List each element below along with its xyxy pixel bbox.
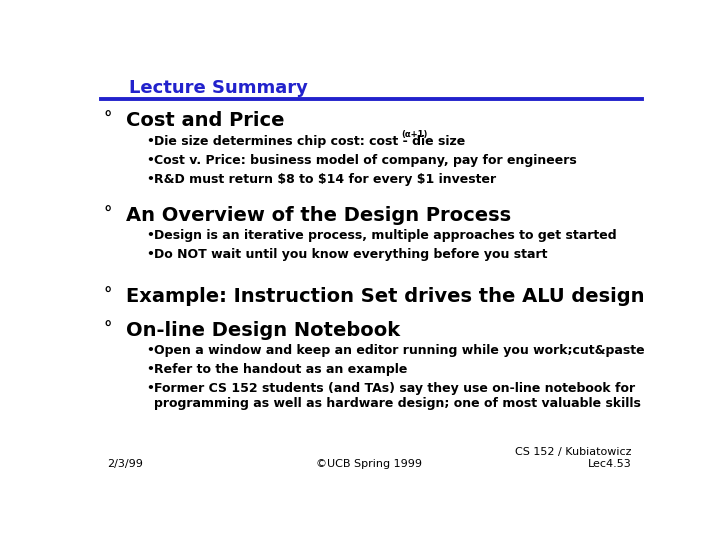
Text: Do NOT wait until you know everything before you start: Do NOT wait until you know everything be… — [154, 248, 548, 261]
Text: •: • — [145, 154, 153, 167]
Text: On-line Design Notebook: On-line Design Notebook — [126, 321, 400, 340]
Text: Open a window and keep an editor running while you work;cut&paste: Open a window and keep an editor running… — [154, 344, 645, 357]
Text: •: • — [145, 173, 153, 186]
Text: °: ° — [104, 287, 112, 305]
Text: •: • — [145, 382, 153, 395]
Text: Design is an iterative process, multiple approaches to get started: Design is an iterative process, multiple… — [154, 229, 617, 242]
Text: CS 152 / Kubiatowicz
Lec4.53: CS 152 / Kubiatowicz Lec4.53 — [515, 447, 631, 469]
Text: •: • — [145, 248, 153, 261]
Text: Cost v. Price: business model of company, pay for engineers: Cost v. Price: business model of company… — [154, 154, 577, 167]
Text: Die size determines chip cost: cost - die size: Die size determines chip cost: cost - di… — [154, 136, 465, 148]
Text: Cost and Price: Cost and Price — [126, 111, 285, 130]
Text: •: • — [145, 344, 153, 357]
Text: An Overview of the Design Process: An Overview of the Design Process — [126, 206, 511, 225]
Text: °: ° — [104, 111, 112, 129]
Text: °: ° — [104, 206, 112, 224]
Text: •: • — [145, 136, 153, 148]
Text: Former CS 152 students (and TAs) say they use on-line notebook for
programming a: Former CS 152 students (and TAs) say the… — [154, 382, 641, 410]
Text: °: ° — [104, 321, 112, 339]
Text: 2/3/99: 2/3/99 — [107, 459, 143, 469]
Text: R&D must return $8 to $14 for every $1 invester: R&D must return $8 to $14 for every $1 i… — [154, 173, 496, 186]
Text: ©UCB Spring 1999: ©UCB Spring 1999 — [316, 459, 422, 469]
Text: Refer to the handout as an example: Refer to the handout as an example — [154, 363, 408, 376]
Text: •: • — [145, 229, 153, 242]
Text: •: • — [145, 363, 153, 376]
Text: Lecture Summary: Lecture Summary — [129, 79, 308, 97]
Text: Example: Instruction Set drives the ALU design: Example: Instruction Set drives the ALU … — [126, 287, 645, 306]
Text: (α+1): (α+1) — [401, 131, 428, 139]
